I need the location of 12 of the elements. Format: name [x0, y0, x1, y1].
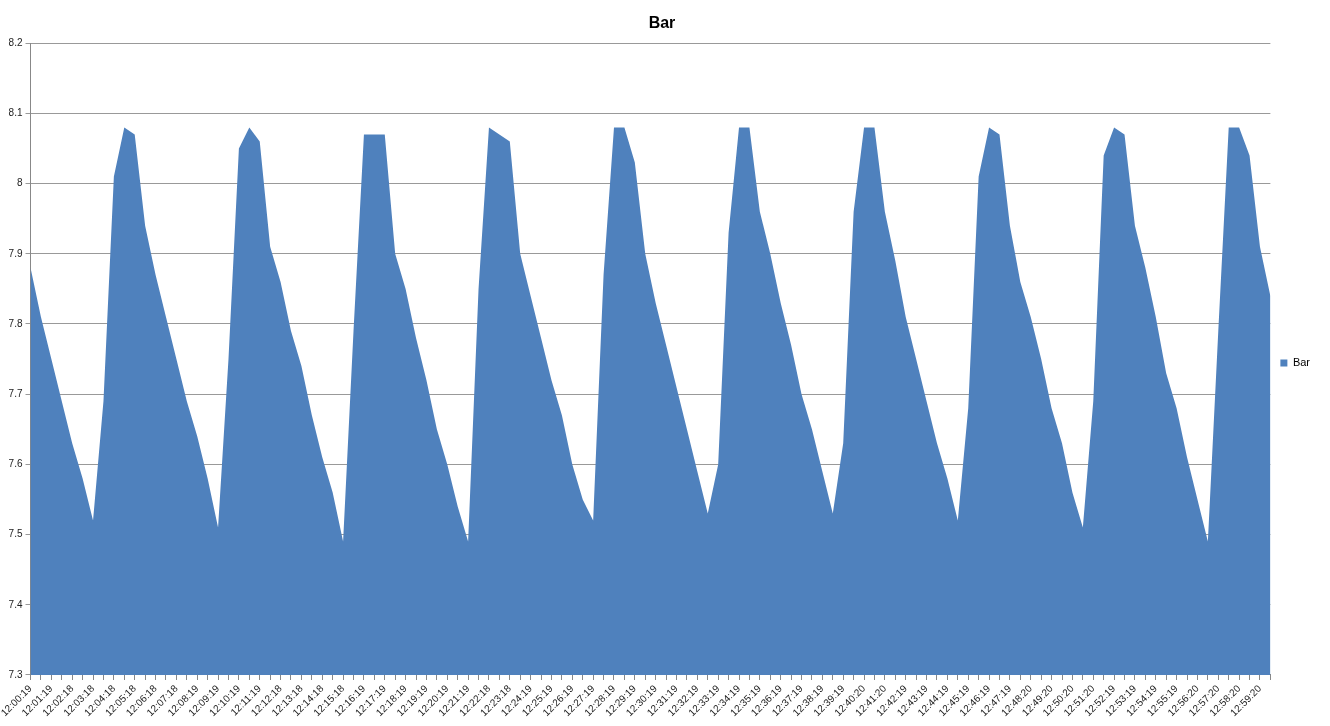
chart-title: Bar — [648, 14, 676, 32]
y-tick-label: 8 — [16, 177, 23, 189]
legend-label: Bar — [1292, 356, 1311, 369]
y-tick-label: 7.5 — [8, 528, 23, 540]
y-tick-label: 7.9 — [8, 247, 23, 259]
y-tick-label: 7.3 — [8, 668, 23, 680]
y-tick-label: 7.6 — [8, 458, 23, 470]
y-tick-label: 8.1 — [8, 107, 23, 119]
y-tick-label: 7.7 — [8, 387, 23, 399]
y-tick-label: 8.2 — [8, 36, 23, 48]
y-tick-label: 7.4 — [8, 598, 23, 610]
y-tick-label: 7.8 — [8, 317, 23, 329]
